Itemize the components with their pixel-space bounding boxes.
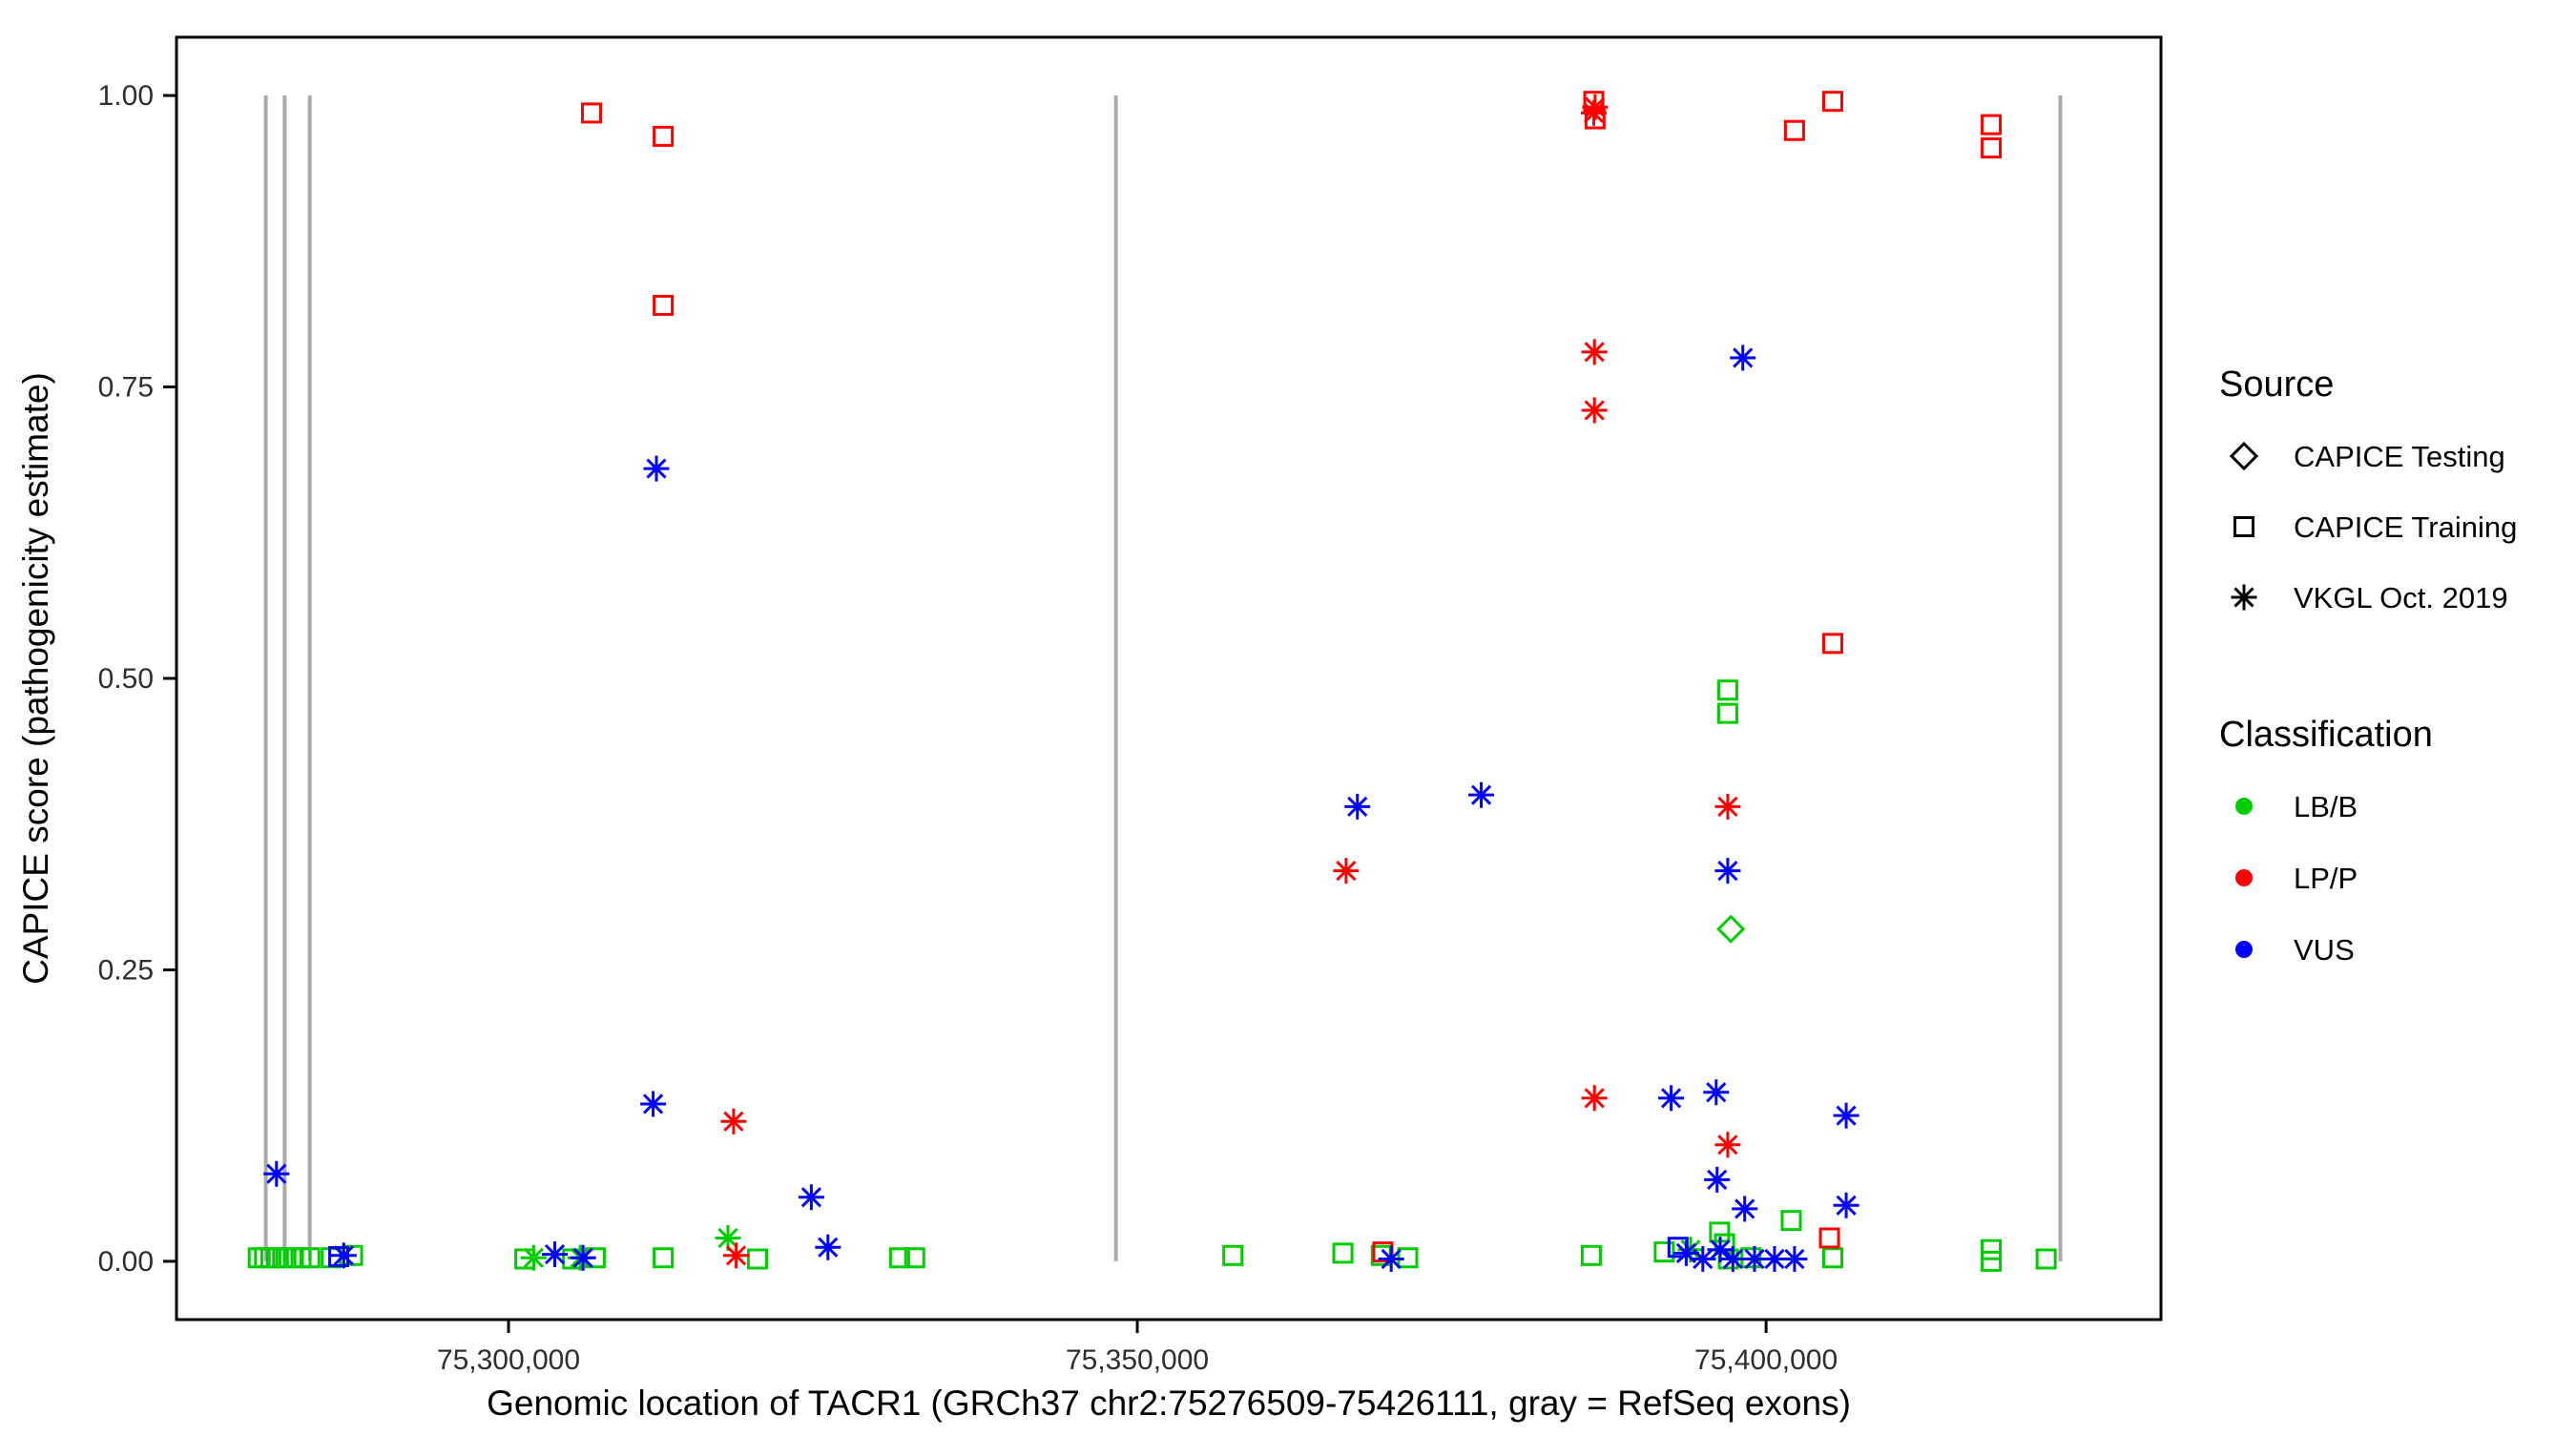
data-point-asterisk [263,1160,290,1187]
data-point-square [1821,633,1843,655]
data-point-asterisk [1714,1132,1741,1158]
data-point-asterisk [1730,344,1756,371]
data-point-asterisk [640,1091,667,1117]
y-axis-tick-label: 0.25 [98,954,154,986]
data-point-square [1821,1247,1843,1269]
data-point-square [1780,1210,1802,1232]
series-vkgl-oct-2019-lp-p [720,94,1741,1269]
data-point-diamond [1716,914,1746,944]
data-point-asterisk [1704,1166,1731,1193]
data-point-asterisk [1703,1079,1730,1106]
data-points [247,91,2057,1272]
data-point-square [653,295,675,317]
data-point-asterisk [1781,1245,1808,1272]
data-point-square [1783,119,1805,141]
legend-source-label: CAPICE Testing [2294,440,2505,473]
data-point-asterisk [1833,1102,1859,1129]
data-point-square [1981,137,2003,159]
legend: Source CAPICE Testing CAPICE Training VKGL … [2219,364,2517,967]
x-axis-tick-label: 75,400,000 [1694,1344,1838,1376]
data-point-asterisk [1719,1245,1746,1272]
data-point-asterisk [1658,1085,1685,1112]
data-point-square [2233,516,2254,537]
legend-source-item: VKGL Oct. 2019 [2231,581,2508,614]
data-point-square [746,1248,768,1270]
series-vkgl-oct-2019-vus [263,344,1859,1272]
data-point-asterisk [1833,1192,1859,1218]
data-point-asterisk [1344,793,1371,820]
legend-source-item: CAPICE Testing [2229,440,2505,473]
x-axis-tick-label: 75,300,000 [437,1344,580,1376]
data-point-asterisk [798,1184,824,1211]
data-point-square [1818,1227,1840,1249]
data-point-asterisk [1714,858,1741,884]
data-point-square [904,1247,925,1269]
data-point-asterisk [570,1244,596,1271]
y-axis-tick-label: 0.50 [98,663,154,695]
data-point-square [1222,1244,1244,1266]
axes: 75,300,000 75,350,000 75,400,000 0.00 0.25 0.… [98,35,2163,1376]
data-point-square [1981,114,2003,135]
legend-source-item: CAPICE Training [2233,510,2517,544]
data-point-square [1580,1244,1602,1266]
y-axis-tick-label: 0.75 [98,372,154,404]
y-axis-title: CAPICE score (pathogenicity estimate) [16,372,55,985]
data-point-asterisk [541,1241,568,1268]
data-point-asterisk [330,1242,357,1269]
data-point-asterisk [1761,1245,1788,1272]
data-point-asterisk [1714,793,1741,820]
x-axis-title: Genomic location of TACR1 (GRCh37 chr2:7… [487,1384,1851,1423]
data-point-asterisk [1333,858,1360,884]
data-point-asterisk [1468,781,1495,808]
data-point-diamond [2229,441,2259,471]
legend-color-dot [2235,798,2253,815]
data-point-asterisk [1581,99,1608,126]
legend-classification-item: LP/P [2235,862,2358,895]
data-point-asterisk [815,1234,841,1260]
y-axis-tick-label: 0.00 [98,1246,154,1278]
data-point-asterisk [1581,1085,1608,1112]
series-capice-testing-lb-b [1716,914,1746,944]
data-point-square [1981,1250,2003,1272]
legend-source-label: VKGL Oct. 2019 [2294,581,2508,614]
data-point-square [1821,91,1843,113]
legend-classification-title: Classification [2219,715,2433,755]
legend-classification-label: VUS [2294,933,2355,967]
legend-classification-label: LP/P [2294,862,2358,895]
data-point-asterisk [643,455,670,482]
legend-source-label: CAPICE Training [2294,510,2517,544]
data-point-square [888,1247,910,1269]
data-point-square [1716,702,1738,724]
data-point-square [1981,1238,2003,1260]
legend-classification-label: LB/B [2294,790,2358,823]
data-point-asterisk [1672,1239,1699,1266]
legend-source-title: Source [2219,364,2334,405]
legend-color-dot [2235,869,2253,886]
data-point-asterisk [1581,339,1608,365]
data-point-square [2035,1248,2057,1270]
data-point-asterisk [520,1244,547,1271]
exon-lines [263,95,2063,1261]
data-point-square [1653,1241,1675,1263]
data-point-asterisk [1581,397,1608,424]
data-point-square [653,1247,675,1269]
data-point-asterisk [2231,584,2257,611]
data-point-asterisk [1732,1196,1758,1222]
legend-classification-item: LB/B [2235,790,2358,823]
legend-color-dot [2235,941,2253,958]
data-point-asterisk [720,1108,747,1134]
data-point-square [1332,1242,1354,1264]
data-point-square [653,125,675,147]
data-point-square [299,1247,321,1269]
data-point-asterisk [1378,1245,1404,1272]
x-axis-tick-label: 75,350,000 [1066,1344,1209,1376]
y-axis-tick-label: 1.00 [98,80,154,112]
data-point-square [580,102,602,124]
data-point-square [1716,679,1738,701]
data-point-asterisk [723,1242,750,1269]
legend-classification-item: VUS [2235,933,2355,967]
